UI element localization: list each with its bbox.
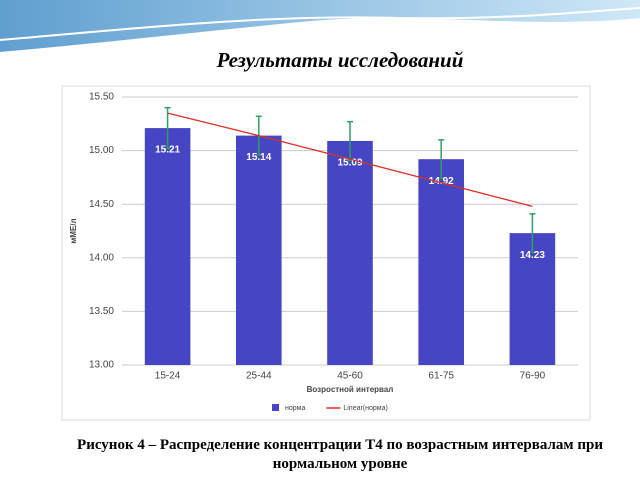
x-tick-label: 76-90 <box>520 371 546 382</box>
slide-title: Результаты исследований <box>216 48 464 72</box>
data-label: 15.09 <box>337 158 362 169</box>
y-tick-label: 14.00 <box>89 252 114 263</box>
x-axis-label: Возростной интервал <box>307 385 394 394</box>
trend-line <box>167 112 533 207</box>
x-tick-label: 15-24 <box>155 371 181 382</box>
bar <box>418 159 464 365</box>
bar <box>509 233 556 365</box>
y-tick-label: 13.50 <box>89 306 114 317</box>
legend-swatch <box>272 404 279 411</box>
caption: Рисунок 4 – Распределение концентрации Т… <box>77 437 603 472</box>
data-label: 15.21 <box>155 145 180 156</box>
data-label: 14.92 <box>429 176 454 187</box>
data-label: 14.23 <box>520 250 545 261</box>
data-label: 15.14 <box>246 152 271 163</box>
y-axis-label: мМЕ/л <box>69 218 78 243</box>
y-tick-label: 14.50 <box>89 199 114 210</box>
bar <box>144 128 191 365</box>
x-tick-label: 61-75 <box>428 371 454 382</box>
bar <box>327 140 373 365</box>
legend-label: Linear(норма) <box>343 405 387 412</box>
y-tick-label: 15.50 <box>89 92 114 103</box>
y-tick-label: 13.00 <box>89 360 114 371</box>
y-tick-label: 15.00 <box>89 145 114 156</box>
legend-label: норма <box>285 405 305 412</box>
decor-wave <box>0 0 640 52</box>
x-tick-label: 25-44 <box>246 371 272 382</box>
bar <box>236 135 282 365</box>
x-tick-label: 45-60 <box>337 371 363 382</box>
